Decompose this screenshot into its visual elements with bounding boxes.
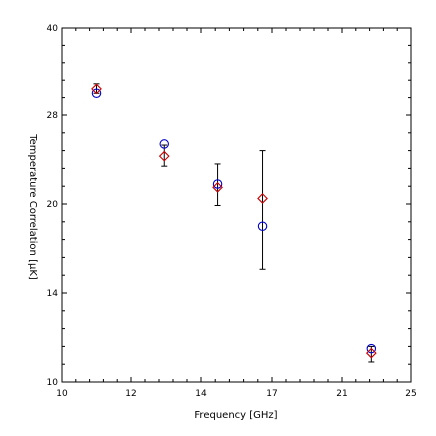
y-axis-title: Temperature Correlation [μK] xyxy=(27,133,38,280)
y-tick-label: 40 xyxy=(47,24,59,34)
markers xyxy=(91,83,377,359)
circle-point xyxy=(212,179,223,189)
y-tick-label: 28 xyxy=(47,111,59,121)
x-tick-label: 12 xyxy=(125,389,136,399)
x-tick-label: 14 xyxy=(195,389,207,399)
x-tick-label: 10 xyxy=(56,389,68,399)
diamond-point xyxy=(365,347,377,359)
y-tick-label: 14 xyxy=(47,289,59,299)
x-axis-title: Frequency [GHz] xyxy=(194,410,277,421)
y-tick-label: 10 xyxy=(47,378,59,388)
y-tick-label: 20 xyxy=(47,200,59,210)
ticks: 10 12 14 17 21 25 10 14 20 28 40 xyxy=(47,24,417,399)
diamond-point xyxy=(158,150,170,162)
x-tick-label: 25 xyxy=(405,389,416,399)
diamond-point xyxy=(212,181,223,193)
circle-point xyxy=(366,343,377,354)
error-bars xyxy=(93,83,375,363)
x-tick-label: 17 xyxy=(266,389,277,399)
circle-point xyxy=(257,221,268,232)
plot-frame xyxy=(61,27,412,383)
diamond-point xyxy=(91,83,102,95)
circle-point xyxy=(91,88,102,99)
circle-point xyxy=(159,139,170,149)
diamond-point xyxy=(257,193,268,204)
x-tick-label: 21 xyxy=(336,389,347,399)
axes xyxy=(61,27,412,383)
